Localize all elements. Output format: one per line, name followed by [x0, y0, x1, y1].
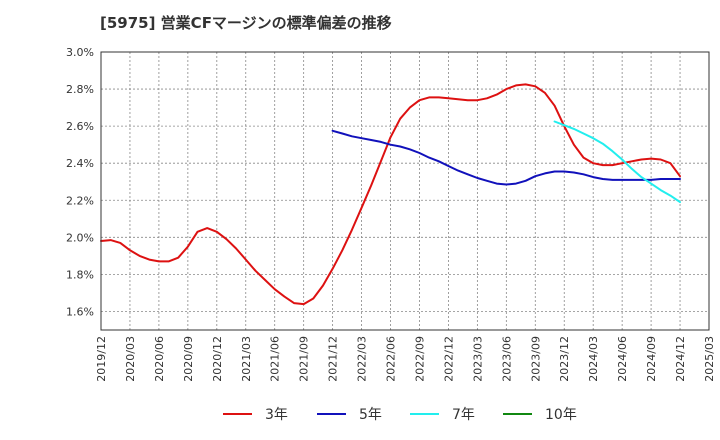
legend-label-3: 10年	[545, 407, 577, 423]
x-tick-label: 2020/03	[124, 336, 137, 382]
y-tick-label: 2.4%	[66, 157, 94, 170]
plot-area	[101, 52, 709, 330]
series-line-2	[553, 120, 681, 204]
y-axis-ticks: 1.6% 1.8% 2.0% 2.2% 2.4% 2.6% 2.8% 3.0%	[66, 46, 94, 318]
legend-label-2: 7年	[452, 407, 475, 423]
legend: 3年 5年 7年 10年	[223, 407, 577, 423]
x-tick-label: 2023/09	[529, 336, 542, 382]
series-line-0	[100, 83, 681, 306]
series-lines	[100, 83, 681, 306]
x-tick-label: 2023/06	[500, 336, 513, 382]
x-tick-label: 2020/09	[182, 336, 195, 382]
x-tick-label: 2021/12	[327, 336, 340, 382]
plot-border	[100, 51, 710, 331]
y-tick-label: 1.6%	[66, 305, 94, 318]
y-tick-label: 2.0%	[66, 231, 94, 244]
x-axis-ticks: 2019/12 2020/03 2020/06 2020/09 2020/12 2021/…	[95, 336, 716, 382]
x-tick-label: 2022/12	[442, 336, 455, 382]
x-tick-label: 2024/12	[674, 336, 687, 382]
y-tick-label: 2.8%	[66, 83, 94, 96]
x-tick-label: 2025/03	[703, 336, 716, 382]
legend-label-1: 5年	[359, 407, 382, 423]
x-tick-label: 2019/12	[95, 336, 108, 382]
x-tick-label: 2023/12	[558, 336, 571, 382]
y-tick-label: 2.6%	[66, 120, 94, 133]
legend-label-0: 3年	[265, 407, 288, 423]
x-tick-label: 2020/06	[153, 336, 166, 382]
chart-title: [5975] 営業CFマージンの標準偏差の推移	[100, 14, 392, 32]
x-tick-label: 2024/06	[616, 336, 629, 382]
x-tick-label: 2021/03	[240, 336, 253, 382]
x-tick-label: 2022/09	[413, 336, 426, 382]
x-tick-label: 2024/03	[587, 336, 600, 382]
y-tick-label: 2.2%	[66, 194, 94, 207]
x-tick-label: 2023/03	[471, 336, 484, 382]
y-tick-label: 3.0%	[66, 46, 94, 59]
x-tick-label: 2021/09	[298, 336, 311, 382]
x-tick-label: 2022/03	[356, 336, 369, 382]
x-tick-label: 2020/12	[211, 336, 224, 382]
x-tick-label: 2022/06	[385, 336, 398, 382]
x-tick-label: 2024/09	[645, 336, 658, 382]
y-tick-label: 1.8%	[66, 268, 94, 281]
series-line-1	[331, 129, 681, 186]
x-tick-label: 2021/06	[269, 336, 282, 382]
